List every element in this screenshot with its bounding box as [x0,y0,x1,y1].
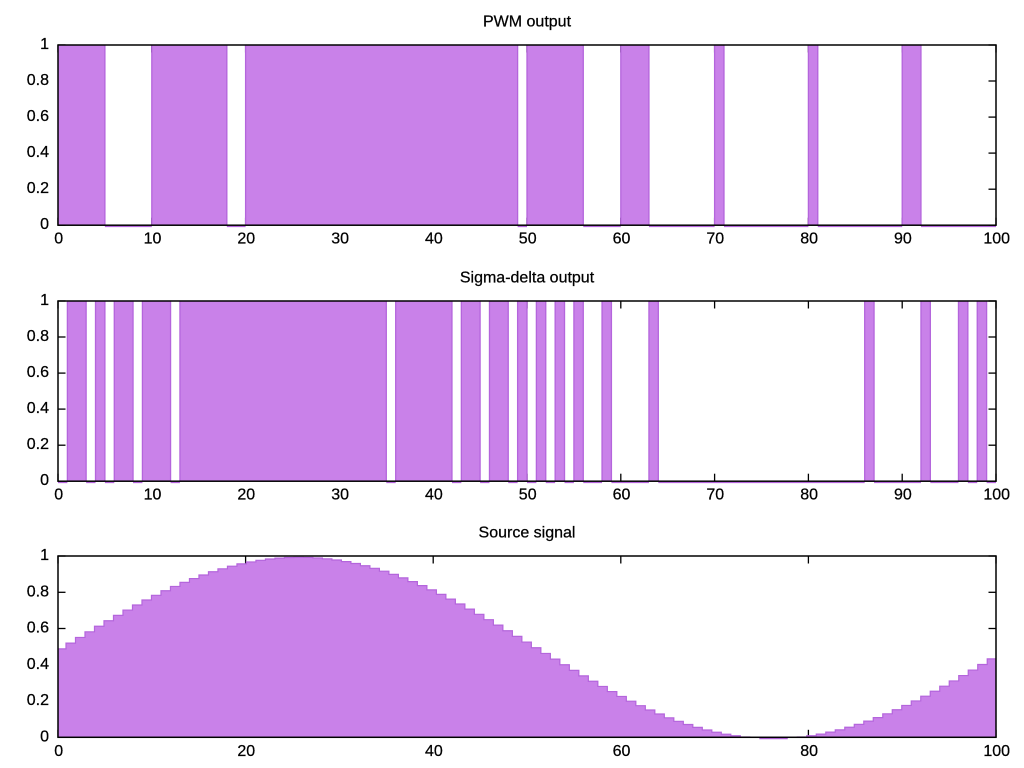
svg-text:40: 40 [425,743,443,760]
svg-text:0.4: 0.4 [27,144,49,161]
svg-text:70: 70 [706,487,724,504]
svg-text:0: 0 [40,728,49,745]
svg-text:0: 0 [54,231,63,248]
svg-text:0.4: 0.4 [27,400,49,417]
svg-text:30: 30 [331,231,349,248]
svg-text:50: 50 [519,487,537,504]
svg-text:100: 100 [983,487,1010,504]
svg-text:20: 20 [237,743,255,760]
svg-text:1: 1 [40,36,49,53]
svg-text:Source signal: Source signal [479,525,576,542]
svg-text:60: 60 [613,743,631,760]
svg-text:0.8: 0.8 [27,583,49,600]
svg-text:PWM output: PWM output [483,14,572,31]
svg-text:0: 0 [54,487,63,504]
svg-text:0: 0 [40,216,49,233]
svg-text:10: 10 [144,231,162,248]
svg-text:0.8: 0.8 [27,328,49,345]
svg-text:0.6: 0.6 [27,620,49,637]
svg-text:0.8: 0.8 [27,72,49,89]
svg-text:60: 60 [613,231,631,248]
svg-text:30: 30 [331,487,349,504]
svg-text:100: 100 [983,743,1010,760]
svg-text:Sigma-delta output: Sigma-delta output [460,270,595,287]
svg-text:100: 100 [983,231,1010,248]
svg-text:60: 60 [613,487,631,504]
svg-text:0.2: 0.2 [27,180,49,197]
svg-text:40: 40 [425,231,443,248]
svg-text:1: 1 [40,292,49,309]
svg-text:20: 20 [237,487,255,504]
svg-text:0: 0 [54,743,63,760]
svg-text:90: 90 [894,231,912,248]
svg-text:0: 0 [40,472,49,489]
svg-text:80: 80 [800,743,818,760]
svg-text:80: 80 [800,487,818,504]
svg-text:0.6: 0.6 [27,364,49,381]
svg-text:50: 50 [519,231,537,248]
svg-text:90: 90 [894,487,912,504]
svg-text:40: 40 [425,487,443,504]
svg-text:0.2: 0.2 [27,692,49,709]
svg-text:0.6: 0.6 [27,108,49,125]
svg-text:70: 70 [706,231,724,248]
svg-text:20: 20 [237,231,255,248]
svg-text:0.2: 0.2 [27,436,49,453]
svg-text:0.4: 0.4 [27,656,49,673]
svg-text:1: 1 [40,547,49,564]
svg-text:80: 80 [800,231,818,248]
svg-text:10: 10 [144,487,162,504]
